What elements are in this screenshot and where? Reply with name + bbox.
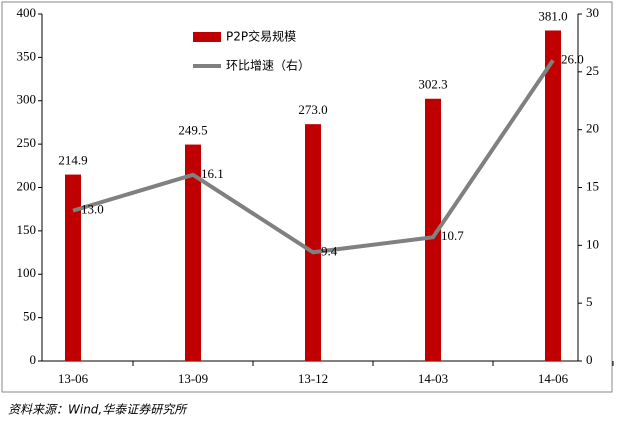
line-label: 10.7 bbox=[441, 228, 464, 243]
x-tick-label: 14-03 bbox=[418, 371, 448, 386]
y-tick-label: 250 bbox=[17, 135, 37, 150]
bar-label: 214.9 bbox=[58, 153, 87, 168]
y-tick-label: 0 bbox=[30, 352, 37, 367]
y2-tick-label: 25 bbox=[586, 63, 599, 78]
line-label: 13.0 bbox=[81, 202, 104, 217]
bar-label: 249.5 bbox=[178, 123, 207, 138]
x-tick-label: 13-06 bbox=[58, 371, 89, 386]
y2-tick-label: 5 bbox=[586, 294, 593, 309]
bar bbox=[305, 124, 321, 361]
y2-tick-label: 20 bbox=[586, 121, 599, 136]
y-tick-label: 150 bbox=[17, 222, 37, 237]
legend-label: P2P交易规模 bbox=[226, 29, 296, 44]
y2-tick-label: 30 bbox=[586, 5, 599, 20]
bar-label: 381.0 bbox=[538, 8, 567, 23]
bar bbox=[425, 98, 441, 361]
y-tick-label: 100 bbox=[17, 265, 37, 280]
y-tick-label: 350 bbox=[17, 48, 37, 63]
y2-tick-label: 0 bbox=[586, 352, 593, 367]
y-tick-label: 400 bbox=[17, 5, 37, 20]
bar-label: 273.0 bbox=[298, 102, 327, 117]
line-series bbox=[72, 59, 555, 255]
legend-label: 环比增速（右） bbox=[226, 58, 310, 73]
chart-frame bbox=[1, 1, 613, 393]
y2-tick-label: 10 bbox=[586, 236, 599, 251]
x-tick-label: 13-12 bbox=[298, 371, 328, 386]
y-tick-label: 200 bbox=[17, 178, 37, 193]
bar bbox=[65, 174, 81, 361]
line-label: 9.4 bbox=[321, 243, 338, 258]
source-note: 资料来源：Wind,华泰证券研究所 bbox=[8, 403, 188, 417]
bar bbox=[185, 144, 201, 361]
bar bbox=[545, 30, 561, 361]
y-tick-label: 300 bbox=[17, 92, 37, 107]
y2-tick-label: 15 bbox=[586, 178, 599, 193]
x-tick-label: 13-09 bbox=[178, 371, 208, 386]
line-label: 26.0 bbox=[561, 51, 584, 66]
y-tick-label: 50 bbox=[23, 309, 36, 324]
bar-label: 302.3 bbox=[418, 77, 447, 92]
legend-swatch bbox=[193, 32, 221, 42]
x-tick-label: 14-06 bbox=[538, 371, 569, 386]
line-label: 16.1 bbox=[201, 166, 224, 181]
